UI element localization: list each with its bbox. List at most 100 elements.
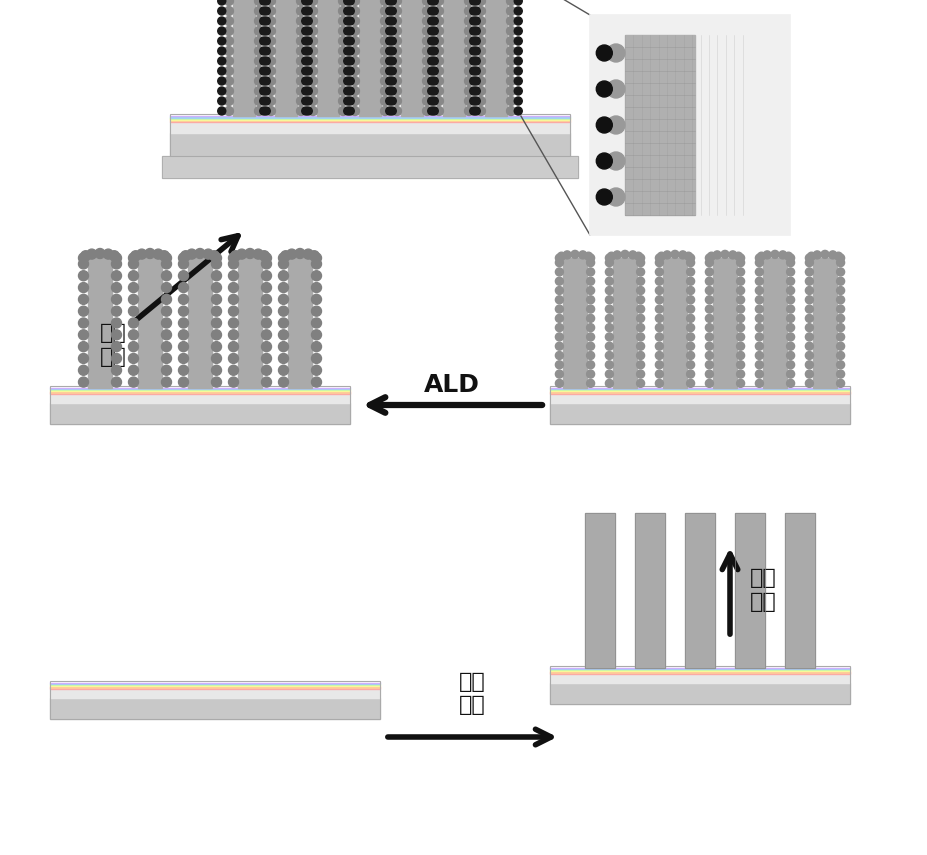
Circle shape <box>514 37 522 45</box>
Circle shape <box>464 37 473 45</box>
Circle shape <box>311 271 321 280</box>
Circle shape <box>686 351 693 359</box>
Circle shape <box>261 259 272 269</box>
Bar <box>50 681 379 682</box>
Circle shape <box>386 67 393 75</box>
Bar <box>584 513 615 668</box>
Circle shape <box>231 251 240 261</box>
Circle shape <box>254 37 263 45</box>
Circle shape <box>636 254 644 262</box>
Circle shape <box>346 7 354 15</box>
Circle shape <box>161 282 171 292</box>
Circle shape <box>736 351 743 359</box>
Circle shape <box>654 333 663 341</box>
Circle shape <box>836 370 844 378</box>
Circle shape <box>387 47 396 55</box>
Circle shape <box>128 318 138 328</box>
Circle shape <box>278 259 288 269</box>
Circle shape <box>469 77 477 85</box>
Circle shape <box>128 271 138 280</box>
Circle shape <box>604 277 613 286</box>
Bar <box>50 386 349 424</box>
Circle shape <box>260 47 268 55</box>
Circle shape <box>783 252 792 260</box>
Circle shape <box>161 330 171 339</box>
Circle shape <box>343 27 351 35</box>
Circle shape <box>636 370 644 378</box>
Circle shape <box>469 57 477 65</box>
Circle shape <box>805 351 813 359</box>
Circle shape <box>654 342 663 351</box>
Circle shape <box>427 7 436 15</box>
Circle shape <box>254 86 263 96</box>
Circle shape <box>343 107 351 115</box>
Circle shape <box>278 353 288 363</box>
Bar <box>170 114 569 115</box>
Circle shape <box>387 0 396 5</box>
Circle shape <box>350 16 359 26</box>
Circle shape <box>786 254 794 262</box>
Circle shape <box>422 86 431 96</box>
Circle shape <box>686 305 693 313</box>
Circle shape <box>686 254 693 262</box>
Circle shape <box>464 0 473 5</box>
Circle shape <box>430 87 438 95</box>
Circle shape <box>311 259 321 269</box>
Circle shape <box>786 286 794 294</box>
Circle shape <box>297 86 305 96</box>
Circle shape <box>266 27 275 36</box>
Circle shape <box>228 342 238 351</box>
Circle shape <box>472 0 480 5</box>
Circle shape <box>736 259 743 267</box>
Bar <box>50 698 379 719</box>
Circle shape <box>805 342 813 351</box>
Circle shape <box>469 27 477 35</box>
Circle shape <box>464 67 473 75</box>
Bar <box>550 386 849 424</box>
Circle shape <box>434 97 443 105</box>
Circle shape <box>720 251 729 258</box>
Circle shape <box>346 107 354 115</box>
Circle shape <box>836 268 844 276</box>
Circle shape <box>705 286 713 294</box>
Circle shape <box>218 107 225 115</box>
Circle shape <box>705 277 713 286</box>
Circle shape <box>586 361 594 369</box>
Circle shape <box>476 86 485 96</box>
Circle shape <box>311 306 321 316</box>
Circle shape <box>705 333 713 341</box>
Circle shape <box>464 97 473 105</box>
Circle shape <box>346 47 354 55</box>
Circle shape <box>338 46 348 56</box>
Bar <box>317 0 338 116</box>
Circle shape <box>380 27 389 36</box>
Circle shape <box>218 67 225 75</box>
Circle shape <box>472 107 480 115</box>
Circle shape <box>430 27 438 35</box>
Circle shape <box>786 380 794 387</box>
Bar <box>237 258 261 388</box>
Circle shape <box>301 7 310 15</box>
Circle shape <box>178 342 188 351</box>
Circle shape <box>304 37 311 45</box>
Circle shape <box>514 97 522 105</box>
Circle shape <box>820 251 828 258</box>
Bar <box>50 686 379 687</box>
Circle shape <box>434 27 443 36</box>
Circle shape <box>111 342 121 351</box>
Bar <box>734 513 764 668</box>
Circle shape <box>586 268 594 276</box>
Circle shape <box>736 342 743 351</box>
Circle shape <box>343 17 351 25</box>
Circle shape <box>178 318 188 328</box>
Circle shape <box>755 324 763 332</box>
Circle shape <box>654 380 663 387</box>
Circle shape <box>254 7 263 15</box>
Circle shape <box>472 87 480 95</box>
Circle shape <box>464 16 473 26</box>
Circle shape <box>86 249 96 259</box>
Circle shape <box>636 361 644 369</box>
Circle shape <box>686 380 693 387</box>
Circle shape <box>218 47 225 55</box>
Circle shape <box>786 259 794 267</box>
